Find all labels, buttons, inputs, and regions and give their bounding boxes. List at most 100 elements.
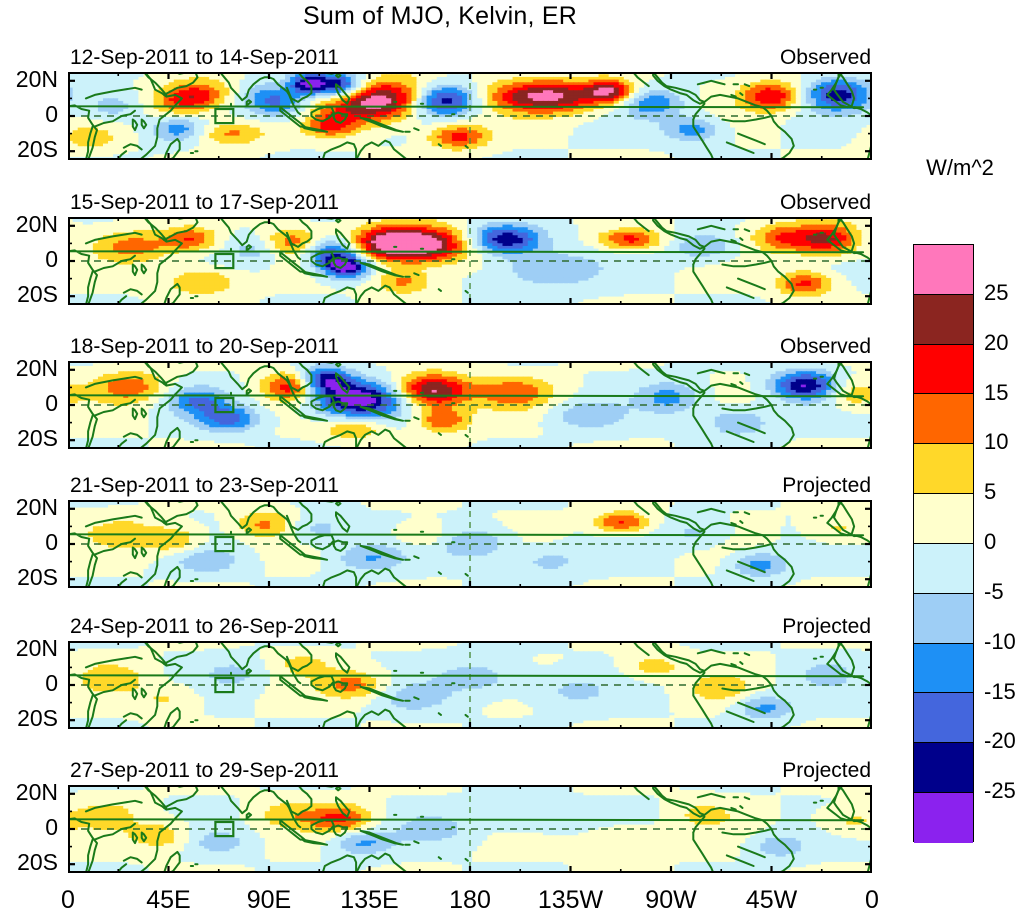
panel-status-label: Observed	[780, 335, 871, 359]
coastline	[355, 567, 409, 588]
colorbar-band[interactable]	[914, 344, 973, 395]
colorbar-band[interactable]	[914, 494, 973, 544]
colorbar-band[interactable]	[914, 394, 973, 445]
colorbar-tick-label: 20	[984, 330, 1008, 356]
coastline	[310, 395, 335, 412]
coastline	[696, 792, 726, 799]
coastline	[692, 530, 706, 549]
coastline	[310, 106, 335, 123]
x-axis-tick-label: 0	[18, 886, 118, 915]
y-axis-tick-label: 20S	[0, 281, 58, 308]
coastline	[725, 286, 755, 299]
coastline	[335, 785, 342, 792]
coastline	[332, 824, 349, 837]
coastline	[131, 687, 139, 701]
x-axis: 0 45E 90E 135E 180 135W 90W 45W 0	[0, 886, 1021, 920]
coastline	[437, 143, 442, 147]
panel-date-range: 18-Sep-2011 to 20-Sep-2011	[70, 335, 339, 359]
coastline	[335, 796, 351, 818]
coastline	[142, 641, 168, 665]
coastline	[737, 421, 766, 435]
coastline	[321, 430, 358, 449]
coastline	[335, 83, 351, 105]
coastline	[703, 521, 795, 588]
coastline	[84, 86, 143, 100]
coastline	[301, 125, 329, 133]
coastline	[826, 500, 856, 537]
coastline	[355, 284, 409, 305]
coastline	[721, 543, 773, 551]
coastline	[826, 72, 856, 109]
coastline	[131, 263, 139, 277]
colorbar[interactable]	[913, 244, 974, 843]
colorbar-tick-label: -25	[984, 778, 1016, 804]
colorbar-band[interactable]	[914, 693, 973, 744]
coastline	[853, 819, 872, 830]
colorbar-band[interactable]	[914, 444, 973, 495]
colorbar-band[interactable]	[914, 543, 973, 594]
panel-frame	[68, 500, 872, 588]
panel-date-range: 15-Sep-2011 to 17-Sep-2011	[70, 191, 339, 215]
colorbar-band[interactable]	[914, 245, 973, 295]
colorbar-tick-label: 0	[984, 529, 996, 555]
coastline	[355, 852, 409, 873]
colorbar-band[interactable]	[914, 294, 973, 345]
colorbar-band[interactable]	[914, 793, 973, 843]
map-panel[interactable]: 24-Sep-2011 to 26-Sep-2011 Projected	[68, 615, 872, 729]
panel-frame	[68, 641, 872, 729]
coastline	[140, 687, 148, 699]
coastline	[703, 238, 795, 305]
map-panel[interactable]: 18-Sep-2011 to 20-Sep-2011 Observed	[68, 335, 872, 449]
panel-status-label: Observed	[780, 46, 871, 70]
colorbar-band[interactable]	[914, 743, 973, 794]
y-axis-tick-label: 20S	[0, 136, 58, 163]
panel-frame	[68, 785, 872, 873]
coastline	[142, 217, 168, 241]
colorbar-units-label: W/m^2	[905, 155, 1015, 181]
x-axis-tick-label: 45W	[722, 886, 822, 915]
coastline	[632, 500, 650, 516]
coastline	[122, 143, 143, 151]
coastline	[93, 254, 136, 273]
box-marker	[214, 252, 235, 270]
coastline	[122, 712, 143, 720]
coastline	[245, 812, 253, 820]
coastline	[737, 845, 766, 859]
map-panel[interactable]: 27-Sep-2011 to 29-Sep-2011 Projected	[68, 759, 872, 873]
coastline	[301, 414, 329, 422]
map-panel[interactable]: 15-Sep-2011 to 17-Sep-2011 Observed	[68, 191, 872, 305]
coastline	[743, 83, 751, 88]
coastline	[301, 838, 329, 846]
coastline	[68, 217, 865, 305]
y-axis-tick-label: 0	[0, 529, 58, 556]
coastline	[703, 382, 795, 449]
map-panel[interactable]: 12-Sep-2011 to 14-Sep-2011 Observed	[68, 46, 872, 160]
panel-date-range: 27-Sep-2011 to 29-Sep-2011	[70, 759, 339, 783]
coastline	[725, 569, 755, 582]
coastline	[725, 710, 755, 723]
coastline	[285, 72, 313, 103]
coastline	[632, 72, 650, 88]
coastline	[464, 289, 469, 294]
colorbar-band[interactable]	[914, 643, 973, 694]
coastline	[359, 685, 404, 702]
coastline	[84, 231, 143, 245]
coastline	[730, 662, 737, 667]
coastline	[464, 713, 469, 718]
coastline	[853, 395, 872, 406]
coastline	[692, 102, 706, 121]
colorbar-band[interactable]	[914, 593, 973, 644]
coastline	[84, 270, 94, 305]
coastline	[335, 500, 342, 507]
coastline	[703, 806, 795, 873]
y-axis-tick-label: 0	[0, 101, 58, 128]
panel-frame	[68, 217, 872, 305]
coastline	[335, 217, 342, 224]
map-panel[interactable]: 21-Sep-2011 to 23-Sep-2011 Projected	[68, 474, 872, 588]
coastline	[310, 251, 335, 268]
coastline	[413, 416, 420, 421]
coastline	[464, 433, 469, 438]
coastline	[84, 125, 94, 160]
coastline	[138, 217, 183, 305]
